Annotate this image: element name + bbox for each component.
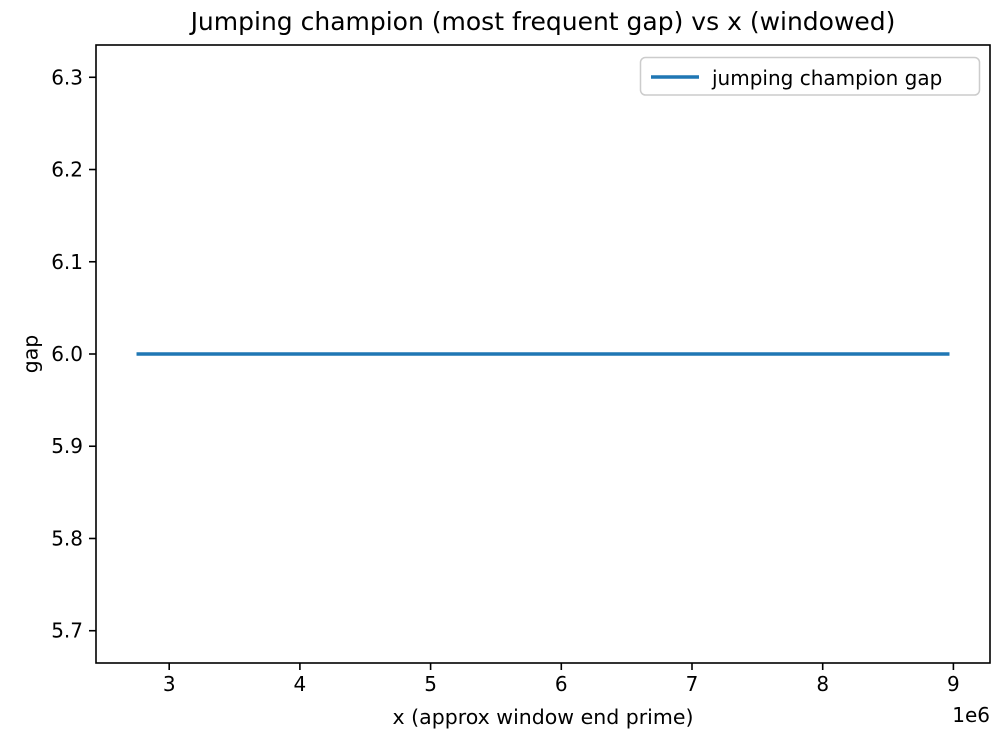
x-tick-label: 4 xyxy=(294,672,307,696)
x-axis-label: x (approx window end prime) xyxy=(392,705,694,729)
y-tick-label: 6.1 xyxy=(51,250,83,274)
legend-entry-label: jumping champion gap xyxy=(712,66,943,90)
y-axis-label: gap xyxy=(18,334,43,374)
x-tick-label: 3 xyxy=(163,672,176,696)
y-tick-label: 5.7 xyxy=(51,619,83,643)
x-tick-label: 5 xyxy=(424,672,437,696)
x-axis-offset-label: 1e6 xyxy=(952,703,990,727)
x-tick-label: 9 xyxy=(947,672,960,696)
chart-title: Jumping champion (most frequent gap) vs … xyxy=(190,7,896,36)
y-tick-label: 5.9 xyxy=(51,434,83,458)
y-tick-label: 6.0 xyxy=(51,342,83,366)
y-tick-label: 6.3 xyxy=(51,65,83,89)
axes-frame xyxy=(95,44,991,664)
x-tick-label: 7 xyxy=(686,672,699,696)
x-tick-label: 8 xyxy=(816,672,829,696)
legend-box xyxy=(639,56,981,96)
x-tick-label: 6 xyxy=(555,672,568,696)
y-tick-label: 5.8 xyxy=(51,526,83,550)
y-tick-label: 6.2 xyxy=(51,158,83,182)
